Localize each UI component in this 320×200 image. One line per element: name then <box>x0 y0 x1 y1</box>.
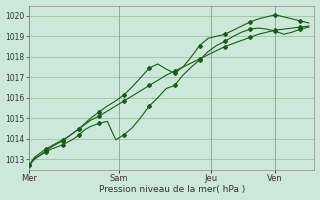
X-axis label: Pression niveau de la mer( hPa ): Pression niveau de la mer( hPa ) <box>99 185 245 194</box>
